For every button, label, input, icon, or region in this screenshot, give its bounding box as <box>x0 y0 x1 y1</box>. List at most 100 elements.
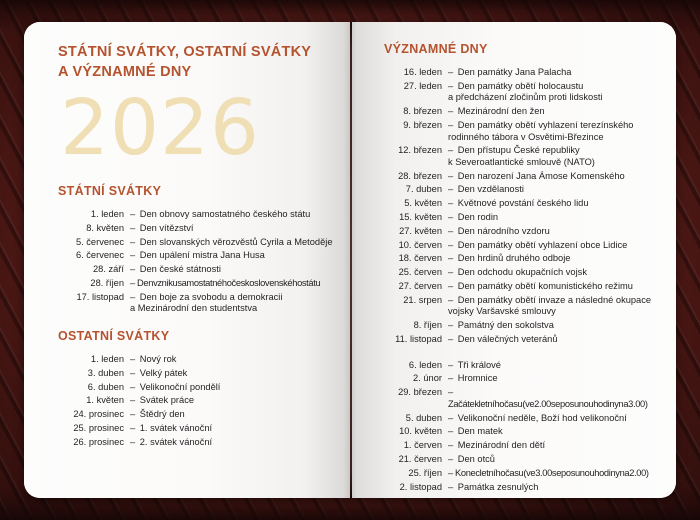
holiday-entry: 15. květen – Den rodin <box>384 212 654 224</box>
dash-separator: – <box>448 373 454 384</box>
holiday-description: – Den matek <box>448 426 503 437</box>
holiday-description: – Den památky obětí komunistického režim… <box>448 280 633 291</box>
holiday-date: 25. prosinec <box>73 422 124 433</box>
holiday-entry: 25. prosinec – 1. svátek vánoční <box>58 423 334 435</box>
dash-separator: – <box>448 145 454 156</box>
dash-separator: – <box>448 80 454 91</box>
dash-separator: – <box>130 236 136 247</box>
right-page: VÝZNAMNÉ DNY 16. leden – Den památky Jana… <box>350 22 676 498</box>
holiday-entry: 3. duben – Velký pátek <box>58 368 334 380</box>
holiday-date: 25. říjen <box>408 467 442 478</box>
holiday-date: 15. květen <box>399 212 442 223</box>
page-title-line-2: A VÝZNAMNÉ DNY <box>58 64 192 80</box>
holiday-description: – Den rodin <box>448 212 499 223</box>
holiday-description: – Den památky obětí holocaustu a předchá… <box>448 80 603 103</box>
holiday-description: – Začátekletníhočasu(ve2.00seposunouhodi… <box>448 387 648 409</box>
holiday-description: – Den válečných veteránů <box>448 333 558 344</box>
holiday-description: – Denvznikusamostatnéhočeskoslovenskéhos… <box>130 277 321 288</box>
dash-separator: – <box>448 294 454 305</box>
dash-separator: – <box>448 253 454 264</box>
dash-separator: – <box>448 333 454 344</box>
holiday-list-ostatni-vyznamne-dny: 6. leden – Tři králové 2. únor – Hromnice 29… <box>384 360 654 493</box>
holiday-entry: 5. duben – Velikonoční neděle, Boží hod v… <box>384 413 654 425</box>
holiday-date: 6. leden <box>408 359 442 370</box>
holiday-description: – Den české státnosti <box>130 264 221 275</box>
holiday-date: 25. červen <box>398 267 442 278</box>
dash-separator: – <box>448 106 454 117</box>
holiday-date: 28. září <box>92 264 124 275</box>
holiday-entry: 1. květen – Svátek práce <box>58 395 334 407</box>
holiday-entry: 18. červen – Den hrdinů druhého odboje <box>384 253 654 265</box>
holiday-entry: 1. leden – Den obnovy samostatného českéh… <box>58 209 334 221</box>
dash-separator: – <box>448 67 454 77</box>
holiday-entry: 28. říjen – Denvznikusamostatnéhočeskoslo… <box>58 278 334 290</box>
dash-separator: – <box>448 426 454 437</box>
holiday-date: 5. červenec <box>75 236 124 247</box>
page-title-line-1: STÁTNÍ SVÁTKY, OSTATNÍ SVÁTKY <box>58 44 312 60</box>
holiday-description: – Památka zesnulých <box>448 481 539 492</box>
holiday-description: – Den otců <box>448 453 495 464</box>
holiday-date: 2. únor <box>413 373 442 384</box>
dash-separator: – <box>130 250 136 261</box>
dash-separator: – <box>448 198 454 209</box>
dash-separator: – <box>448 170 454 181</box>
holiday-entry: 8. říjen – Památný den sokolstva <box>384 320 654 332</box>
holiday-list-statni-svatky: 1. leden – Den obnovy samostatného českéh… <box>58 209 334 315</box>
dash-separator: – <box>448 280 454 291</box>
holiday-date: 10. červen <box>398 239 442 250</box>
holiday-date: 24. prosinec <box>73 409 124 420</box>
dash-separator: – <box>130 264 136 275</box>
holiday-date: 21. srpen <box>403 294 442 305</box>
holiday-date: 6. červenec <box>75 250 124 261</box>
holiday-date: 18. červen <box>398 253 442 264</box>
dash-separator: – <box>448 453 454 464</box>
holiday-entry: 9. březen – Den památky obětí vyhlazení t… <box>384 120 654 143</box>
holiday-date: 2. listopad <box>399 481 442 492</box>
holiday-description: – Den památky Jana Palacha <box>448 67 572 77</box>
holiday-description: – Den hrdinů druhého odboje <box>448 253 571 264</box>
dash-separator: – <box>130 354 136 365</box>
dash-separator: – <box>130 395 136 406</box>
holiday-entry: 8. březen – Mezinárodní den žen <box>384 106 654 118</box>
holiday-entry: 1. červen – Mezinárodní den dětí <box>384 440 654 452</box>
holiday-entry: 26. prosinec – 2. svátek vánoční <box>58 437 334 449</box>
holiday-entry: 27. květen – Den národního vzdoru <box>384 226 654 238</box>
holiday-description: – Svátek práce <box>130 395 195 406</box>
section-heading-statni-svatky: STÁTNÍ SVÁTKY <box>58 184 162 198</box>
holiday-description: – Štědrý den <box>130 409 185 420</box>
holiday-description: – Den slovanských věrozvěstů Cyrila a Me… <box>130 236 333 247</box>
holiday-description: – 1. svátek vánoční <box>130 422 213 433</box>
holiday-entry: 1. leden – Nový rok <box>58 354 334 366</box>
holiday-date: 9. březen <box>403 119 442 130</box>
holiday-date: 11. listopad <box>395 333 442 344</box>
dash-separator: – <box>130 291 136 302</box>
holiday-description: – Mezinárodní den dětí <box>448 440 546 451</box>
holiday-entry: 24. prosinec – Štědrý den <box>58 409 334 421</box>
left-page: STÁTNÍ SVÁTKY, OSTATNÍ SVÁTKY A VÝZNAMNÉ… <box>24 22 350 498</box>
dash-separator: – <box>448 212 454 223</box>
holiday-entry: 25. červen – Den odchodu okupačních vojsk <box>384 267 654 279</box>
holiday-entry: 6. červenec – Den upálení mistra Jana Hus… <box>58 250 334 262</box>
holiday-entry: 10. květen – Den matek <box>384 426 654 438</box>
holiday-description: – Konecletníhočasu(ve3.00seposunouhodiny… <box>448 467 649 478</box>
holiday-date: 5. duben <box>405 412 442 423</box>
holiday-entry: 10. červen – Den památky obětí vyhlazení … <box>384 240 654 252</box>
dash-separator: – <box>448 119 454 130</box>
holiday-entry: 2. listopad – Památka zesnulých <box>384 482 654 494</box>
holiday-date: 3. duben <box>87 367 124 378</box>
holiday-entry: 25. říjen – Konecletníhočasu(ve3.00seposu… <box>384 468 654 480</box>
holiday-description: – Den vzdělanosti <box>448 184 524 195</box>
holiday-date: 27. leden <box>403 80 442 91</box>
holiday-date: 8. březen <box>403 106 442 117</box>
section-heading-vyznamne-dny: VÝZNAMNÉ DNY <box>384 42 488 56</box>
holiday-date: 6. duben <box>87 381 124 392</box>
holiday-description: – Tři králové <box>448 359 501 370</box>
holiday-date: 10. květen <box>399 426 442 437</box>
holiday-entry: 21. srpen – Den památky obětí invaze a ná… <box>384 295 654 318</box>
year-display: 2026 <box>60 84 260 173</box>
dash-separator: – <box>130 381 136 392</box>
holiday-entry: 27. červen – Den památky obětí komunistic… <box>384 281 654 293</box>
dash-separator: – <box>448 387 453 398</box>
holiday-date: 7. duben <box>405 184 442 195</box>
